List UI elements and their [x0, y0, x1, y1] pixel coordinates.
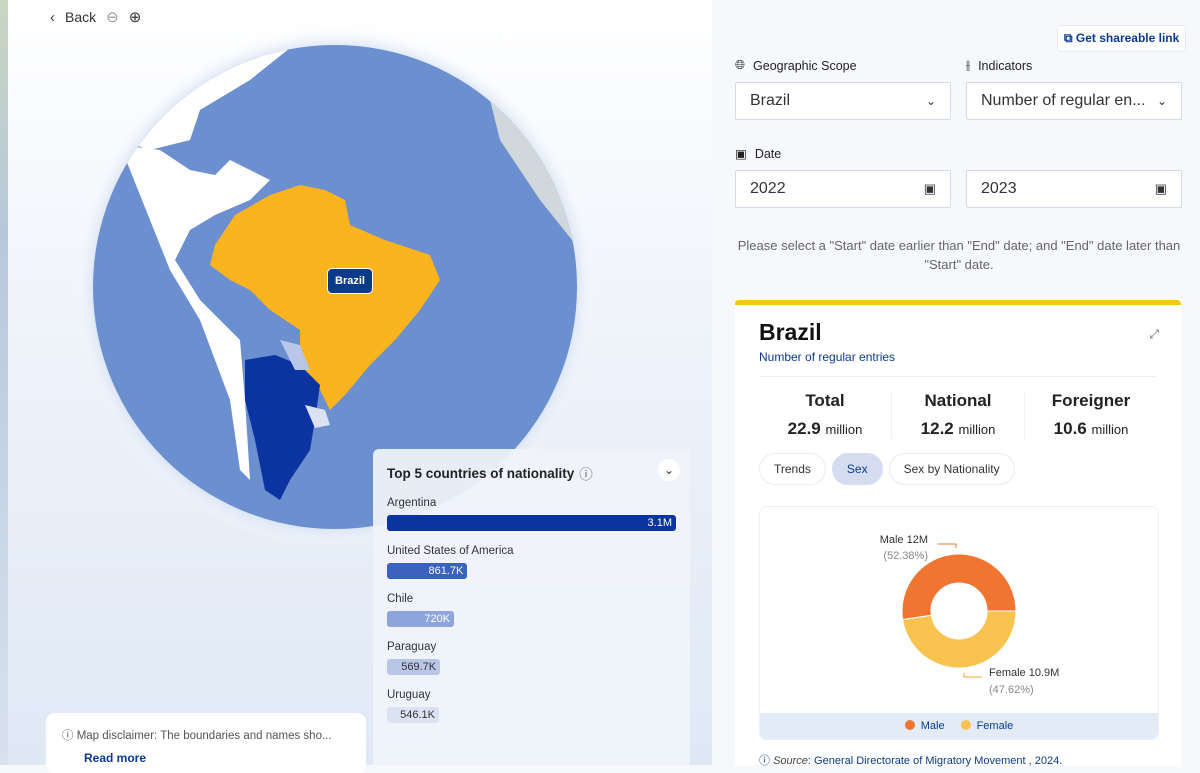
- donut-slice-female[interactable]: [902, 610, 1017, 669]
- leader-line: [938, 543, 957, 548]
- country-name: Chile: [387, 593, 414, 605]
- argentina[interactable]: [245, 355, 320, 500]
- stat-total: Total 22.9 million: [759, 391, 892, 439]
- card-title: Brazil: [759, 319, 822, 345]
- start-date-input[interactable]: 2022 ▣: [735, 170, 951, 208]
- nationality-bar[interactable]: 546.1K: [387, 707, 440, 723]
- zoom-out-icon[interactable]: ⊖: [106, 9, 119, 26]
- end-date-input[interactable]: 2023 ▣: [966, 170, 1182, 208]
- top5-title: Top 5 countries of nationality: [387, 465, 575, 481]
- label-female: Female 10.9M: [989, 667, 1059, 679]
- tab-sex-by-nationality[interactable]: Sex by Nationality: [888, 453, 1015, 485]
- nationality-bar[interactable]: 3.1M: [387, 515, 676, 531]
- calendar-icon: ▣: [1154, 181, 1167, 196]
- globe-icon: 🌐︎: [735, 58, 746, 72]
- land: [120, 145, 270, 500]
- top5-panel: Top 5 countries of nationality ⓘ ⌄ Argent…: [373, 449, 690, 765]
- chart-legend: Male Female: [760, 713, 1158, 739]
- sex-donut-chart: Male 12M (52.38%) Female 10.9M (47.62%) Mal…: [759, 506, 1159, 740]
- brazil[interactable]: [210, 185, 440, 410]
- nationality-bar[interactable]: 720K: [387, 611, 455, 627]
- date-warning: Please select a "Start" date earlier tha…: [737, 238, 1181, 272]
- disclaimer-text: Map disclaimer: The boundaries and names…: [76, 730, 332, 742]
- read-more-link[interactable]: Read more: [84, 751, 147, 765]
- calendar-icon: ▣: [735, 147, 747, 161]
- tab-sex[interactable]: Sex: [831, 453, 883, 485]
- uruguay[interactable]: [305, 405, 330, 428]
- stat-foreigner: Foreigner 10.6 million: [1051, 391, 1131, 438]
- nationality-row: Chile 720K: [387, 593, 676, 627]
- leader-line: [963, 673, 982, 678]
- chevron-down-icon: ⌄: [1156, 94, 1167, 108]
- scope-label: 🌐︎ Geographic Scope: [735, 58, 857, 73]
- chevron-down-icon[interactable]: ⌄: [658, 459, 680, 481]
- share-link-button[interactable]: ⧉ Get shareable link: [1057, 25, 1187, 52]
- info-icon[interactable]: ⓘ: [579, 467, 593, 482]
- pct-male: (52.38%): [883, 550, 928, 562]
- map-disclaimer: ⓘ Map disclaimer: The boundaries and nam…: [46, 713, 366, 773]
- scope-select[interactable]: Brazil ⌄: [735, 82, 951, 120]
- chevron-down-icon: ⌄: [925, 94, 936, 108]
- info-icon: ⓘ: [62, 730, 74, 742]
- pct-female: (47.62%): [989, 684, 1034, 696]
- sliders-icon: ⫲: [966, 58, 971, 72]
- date-label: ▣ Date: [735, 146, 782, 162]
- country-name: Argentina: [387, 497, 437, 509]
- label-male: Male 12M: [880, 534, 928, 546]
- indicator-card: ⤢ Brazil Number of regular entries Total…: [735, 300, 1181, 767]
- donut-slice-male[interactable]: [901, 553, 1017, 621]
- share-label: Get shareable link: [1075, 31, 1180, 45]
- calendar-icon: ▣: [923, 181, 936, 196]
- country-name: Uruguay: [387, 689, 431, 701]
- legend-female[interactable]: Female: [960, 720, 1013, 732]
- country-name: Paraguay: [387, 641, 437, 653]
- nationality-row: Argentina 3.1M: [387, 497, 676, 531]
- tab-trends[interactable]: Trends: [759, 453, 826, 485]
- country-name: United States of America: [387, 545, 514, 557]
- chevron-left-icon[interactable]: ‹: [50, 8, 55, 26]
- back-button[interactable]: Back: [65, 9, 97, 25]
- nationality-bar[interactable]: 861.7K: [387, 563, 468, 579]
- nationality-row: Uruguay 546.1K: [387, 689, 676, 723]
- copy-icon: ⧉: [1064, 31, 1073, 45]
- zoom-in-icon[interactable]: ⊕: [128, 9, 142, 26]
- background-strip: [0, 0, 8, 765]
- nationality-row: Paraguay 569.7K: [387, 641, 676, 675]
- expand-icon[interactable]: ⤢: [1149, 327, 1159, 341]
- stat-national: National 12.2 million: [892, 391, 1025, 439]
- nationality-bar[interactable]: 569.7K: [387, 659, 441, 675]
- paraguay[interactable]: [280, 340, 310, 370]
- indicators-label: ⫲ Indicators: [966, 58, 1033, 73]
- indicator-select[interactable]: Number of regular en... ⌄: [966, 82, 1182, 120]
- legend-male[interactable]: Male: [904, 720, 945, 732]
- map-country-tooltip: Brazil: [327, 268, 373, 294]
- source-note: ⓘ Source: General Directorate of Migrato…: [759, 755, 1063, 767]
- card-subtitle: Number of regular entries: [759, 350, 1157, 377]
- nationality-row: United States of America 861.7K: [387, 545, 676, 579]
